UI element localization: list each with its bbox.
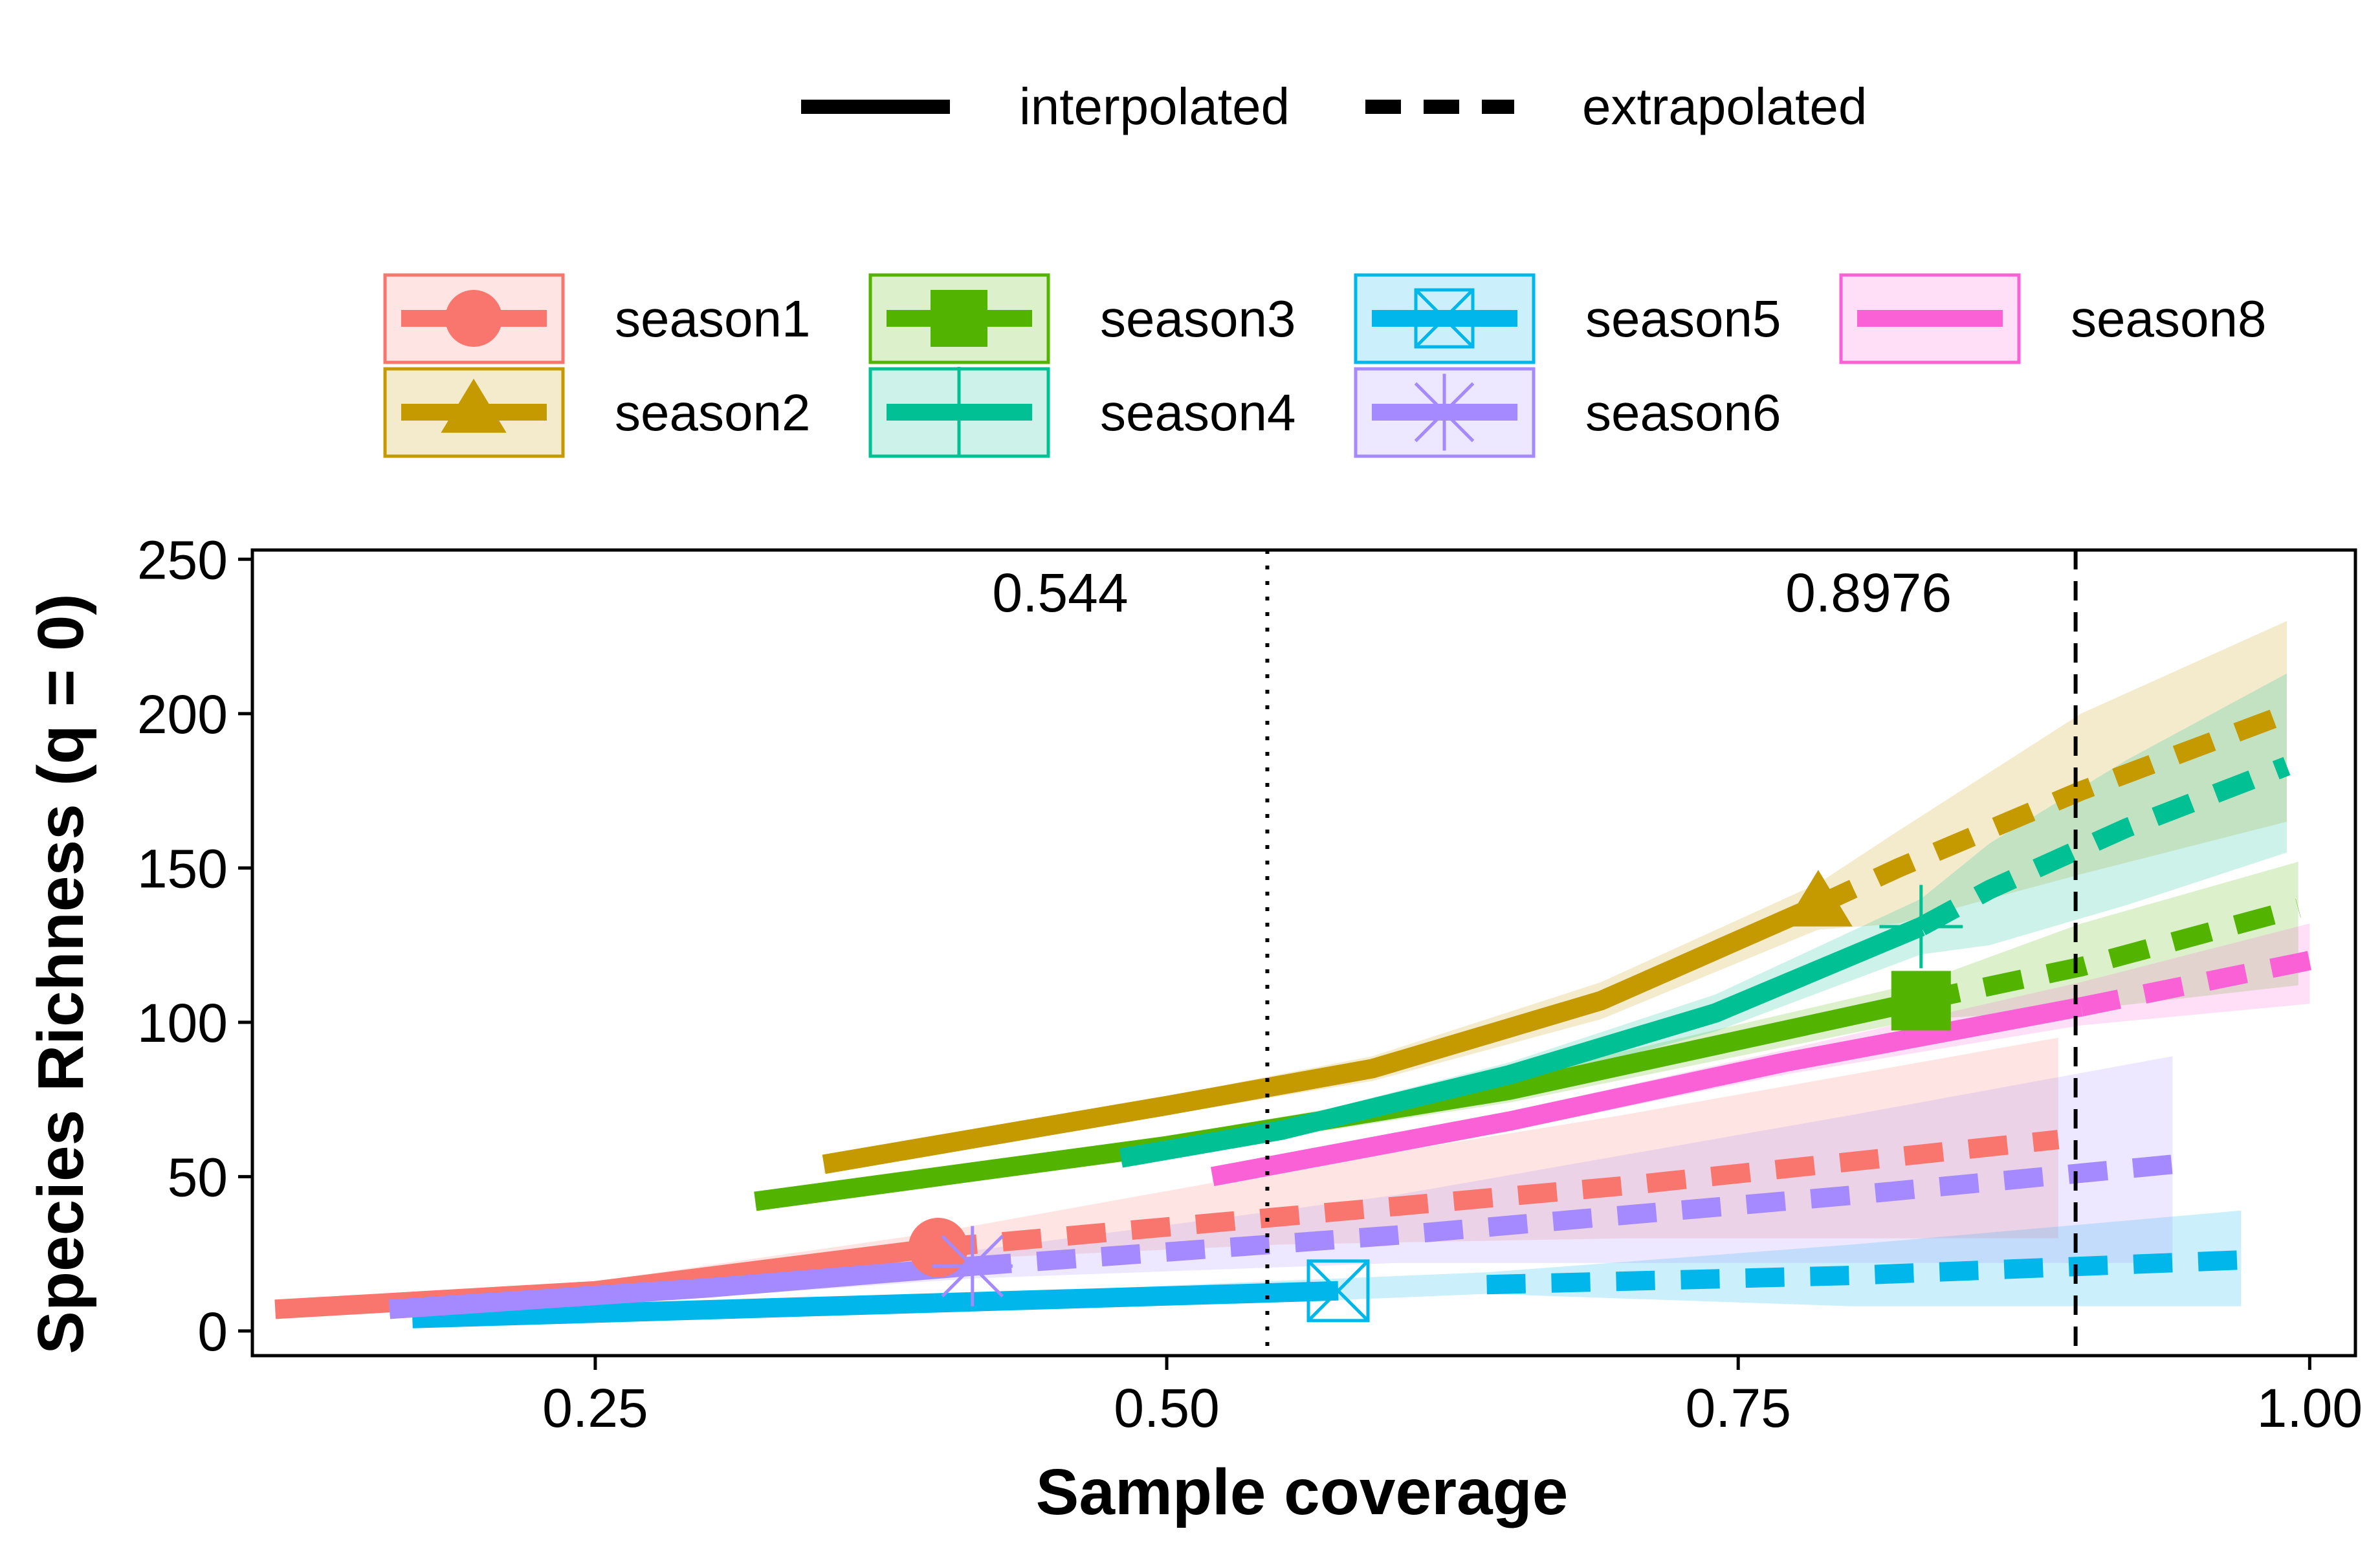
- season8-interpolated-line: [1210, 997, 2083, 1187]
- legend-marker-season6: [1405, 373, 1483, 451]
- season8-extrapolated-line: [2079, 951, 2312, 1017]
- season6-extrapolated-line: [971, 1154, 2174, 1276]
- legend-marker-season2: [441, 379, 507, 433]
- x-tick-label: 0.25: [542, 1378, 648, 1438]
- legend-label-season2: season2: [615, 384, 810, 441]
- season5-interpolated-line: [412, 1281, 1339, 1328]
- legend-label-season1: season1: [615, 290, 810, 347]
- season2-interpolated-line: [822, 896, 1822, 1174]
- plot-area: 0.544 0.8976: [250, 548, 2357, 1358]
- legend-item-season4: season4: [868, 367, 1295, 458]
- x-tick-label: 1.00: [2257, 1378, 2363, 1438]
- x-tick-label: 0.75: [1685, 1378, 1791, 1438]
- legend-label-season4: season4: [1100, 384, 1295, 441]
- legend-item-season8: season8: [1839, 273, 2266, 364]
- legend-label-season3: season3: [1100, 290, 1295, 347]
- x-tick-label: 0.50: [1114, 1378, 1220, 1438]
- season3-observed-marker: [1891, 971, 1951, 1031]
- season2-observed-marker: [1783, 870, 1853, 927]
- y-tick-label: 0: [197, 1301, 228, 1362]
- season2-extrapolated-line: [1814, 704, 2291, 914]
- legend-marker-season4: [914, 367, 1004, 457]
- legend-marker-season3: [931, 290, 987, 347]
- legend-item-season3: season3: [868, 273, 1295, 364]
- legend-marker-season1: [445, 290, 502, 347]
- reference-lines: 0.544 0.8976: [992, 550, 2078, 1356]
- season6-band: [390, 1056, 2173, 1316]
- series-legend: season1 season2 season3 season4 season5 seaso…: [383, 273, 2266, 458]
- interpolated-label: interpolated: [1019, 78, 1290, 135]
- y-tick-label: 50: [168, 1147, 228, 1207]
- series-lines: [274, 704, 2312, 1328]
- season1-extrapolated-line: [937, 1130, 2060, 1257]
- season4-band: [1121, 673, 2287, 1165]
- legend-label-season6: season6: [1585, 384, 1781, 441]
- y-tick-label: 100: [137, 993, 228, 1053]
- legend-marker-season5: [1414, 288, 1475, 349]
- observed-markers: [908, 870, 1963, 1323]
- season6-interpolated-line: [388, 1256, 974, 1319]
- season4-observed-marker: [1879, 885, 1963, 969]
- reference-label-0.544: 0.544: [992, 562, 1128, 623]
- legend-item-season6: season6: [1354, 367, 1781, 458]
- season3-extrapolated-line: [1919, 898, 2301, 1011]
- season6-observed-marker: [932, 1226, 1013, 1306]
- axes: 0.25 0.50 0.75 1.00 0 50 100 150 200 250: [137, 529, 2363, 1438]
- y-axis-title: Species Richness (q = 0): [25, 593, 97, 1354]
- legend-item-season5: season5: [1354, 273, 1781, 364]
- season5-observed-marker: [1306, 1259, 1370, 1323]
- y-tick-label: 250: [137, 529, 228, 590]
- y-tick-label: 150: [137, 838, 228, 899]
- y-tick-label: 200: [137, 684, 228, 745]
- season1-observed-marker: [908, 1218, 968, 1278]
- season4-extrapolated-line: [1916, 756, 2291, 936]
- season1-band: [275, 1037, 2058, 1316]
- legend-item-season2: season2: [383, 367, 810, 458]
- reference-label-0.8976: 0.8976: [1785, 562, 1952, 623]
- x-axis-title: Sample coverage: [1036, 1456, 1569, 1528]
- linetype-legend: interpolated extrapolated: [801, 78, 1867, 135]
- panel-border: [250, 548, 2357, 1358]
- season4-interpolated-line: [1119, 918, 1925, 1168]
- season5-band: [412, 1210, 2242, 1322]
- extrapolated-label: extrapolated: [1582, 78, 1867, 135]
- legend-item-season1: season1: [383, 273, 810, 364]
- legend-label-season5: season5: [1585, 290, 1781, 347]
- legend-label-season8: season8: [2071, 290, 2266, 347]
